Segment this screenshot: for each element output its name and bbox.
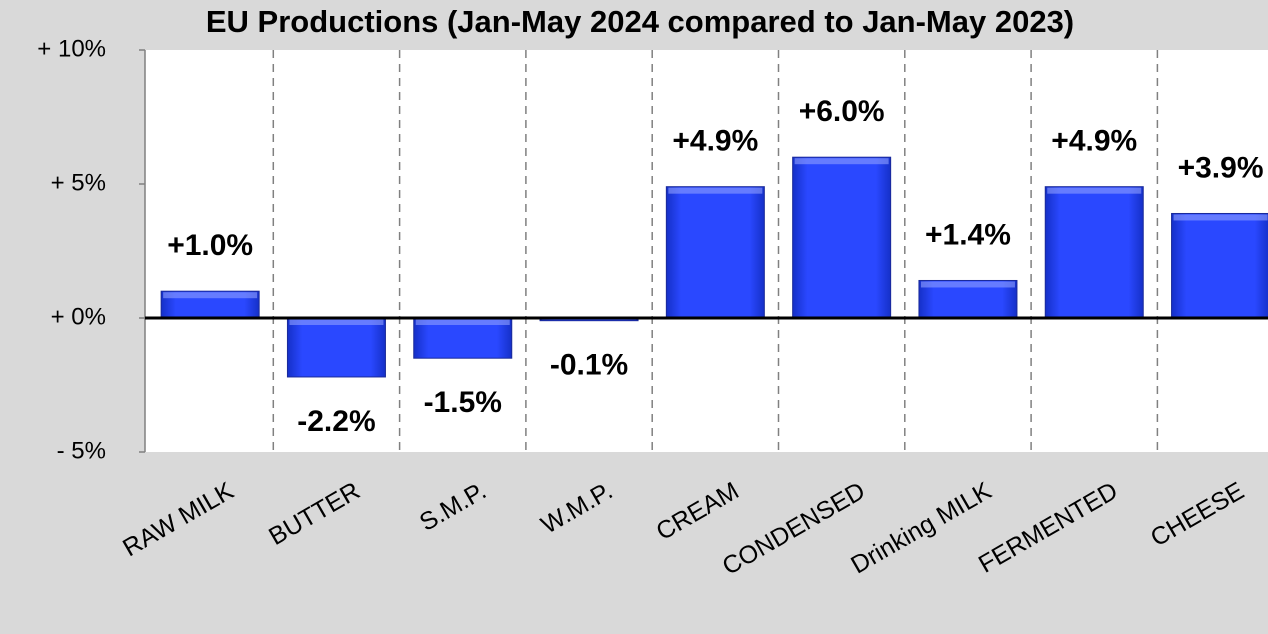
y-tick-label: - 5% (57, 437, 106, 464)
bar (792, 156, 892, 319)
x-tick-label: BUTTER (264, 477, 365, 551)
bar-highlight (1173, 214, 1268, 221)
x-tick-label: CHEESE (1146, 477, 1249, 553)
bar (286, 317, 386, 378)
y-tick-label: + 10% (37, 35, 106, 62)
x-tick-label: FERMENTED (974, 477, 1123, 579)
data-label: -1.5% (424, 386, 502, 419)
bar-highlight (794, 158, 889, 165)
x-tick-label: RAW MILK (118, 477, 239, 563)
data-label: -2.2% (297, 405, 375, 438)
data-label: +3.9% (1178, 151, 1264, 184)
data-label: -0.1% (550, 349, 628, 382)
y-tick-label: + 5% (51, 169, 106, 196)
data-label: +1.4% (925, 218, 1011, 251)
bar (1044, 186, 1144, 319)
bar-highlight (920, 281, 1015, 288)
chart-title: EU Productions (Jan-May 2024 compared to… (206, 4, 1074, 39)
bar-highlight (1047, 187, 1142, 194)
bar (665, 186, 765, 319)
x-tick-label: CONDENSED (718, 477, 870, 581)
bar-highlight (415, 319, 510, 325)
x-tick-label: Drinking MILK (846, 477, 996, 580)
x-tick-label: W.M.P. (536, 477, 617, 540)
x-tick-label: S.M.P. (415, 477, 491, 537)
data-label: +1.0% (167, 229, 253, 262)
data-label: +4.9% (672, 125, 758, 158)
data-label: +6.0% (799, 95, 885, 128)
y-tick-label: + 0% (51, 303, 106, 330)
bar-highlight (668, 187, 763, 194)
bar (1171, 212, 1268, 319)
bar-highlight (289, 319, 384, 325)
data-label: +4.9% (1051, 125, 1137, 158)
bar-highlight (163, 292, 258, 299)
x-tick-label: CREAM (651, 477, 743, 546)
